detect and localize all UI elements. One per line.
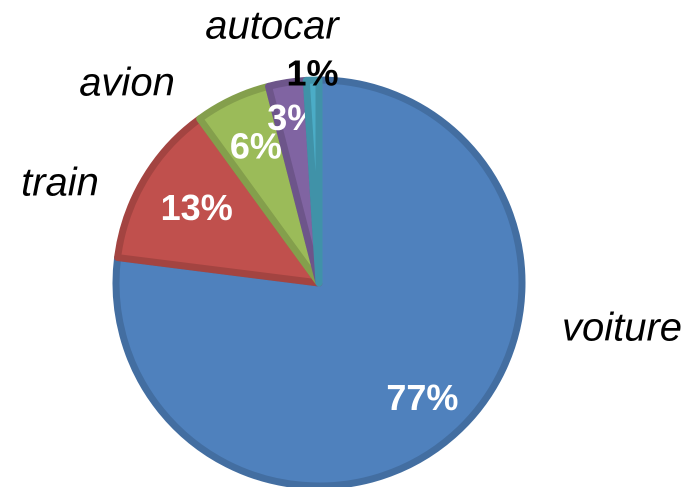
category-label: voiture xyxy=(562,306,682,350)
slice-label: 77% xyxy=(386,377,458,418)
pie-slice xyxy=(114,115,323,287)
category-label: avion xyxy=(79,61,175,105)
category-label: autocar xyxy=(205,4,340,48)
slice-label: 6% xyxy=(230,125,282,166)
slice-label: 13% xyxy=(161,187,233,228)
slice-label: 1% xyxy=(286,53,338,94)
pie-slice xyxy=(302,76,323,287)
category-label: train xyxy=(21,161,99,205)
